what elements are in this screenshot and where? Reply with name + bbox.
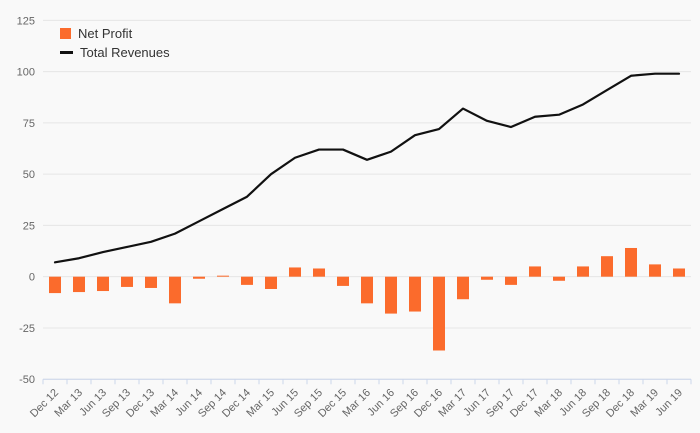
y-axis-label: 0 bbox=[29, 272, 35, 284]
legend-item-total-revenues[interactable]: Total Revenues bbox=[60, 45, 170, 60]
net-profit-bar[interactable] bbox=[241, 276, 253, 285]
net-profit-bar[interactable] bbox=[649, 264, 661, 277]
net-profit-bar[interactable] bbox=[409, 276, 421, 312]
net-profit-bar[interactable] bbox=[457, 276, 469, 300]
legend-label-total-revenues: Total Revenues bbox=[80, 45, 170, 60]
net-profit-bar[interactable] bbox=[193, 276, 205, 279]
total-revenues-line[interactable] bbox=[53, 72, 681, 264]
net-profit-bar[interactable] bbox=[481, 276, 493, 280]
legend-label-net-profit: Net Profit bbox=[78, 26, 133, 41]
net-profit-bar[interactable] bbox=[121, 276, 133, 287]
net-profit-bar[interactable] bbox=[289, 267, 301, 277]
x-axis-label: Jun 19 bbox=[653, 387, 685, 419]
y-axis-label: -50 bbox=[19, 374, 35, 386]
total-revenues-swatch-icon bbox=[60, 51, 73, 54]
net-profit-bar[interactable] bbox=[97, 276, 109, 292]
net-profit-bar[interactable] bbox=[601, 256, 613, 277]
chart-legend: Net Profit Total Revenues bbox=[60, 26, 170, 60]
net-profit-bar[interactable] bbox=[361, 276, 373, 304]
y-axis-label: 50 bbox=[23, 169, 35, 181]
legend-item-net-profit[interactable]: Net Profit bbox=[60, 26, 170, 41]
y-axis-label: 100 bbox=[17, 67, 35, 79]
net-profit-bar[interactable] bbox=[169, 276, 181, 304]
net-profit-bar[interactable] bbox=[553, 276, 565, 281]
net-profit-bar[interactable] bbox=[505, 276, 517, 285]
net-profit-swatch-icon bbox=[60, 28, 71, 39]
net-profit-bar[interactable] bbox=[265, 276, 277, 289]
net-profit-bar[interactable] bbox=[73, 276, 85, 293]
net-profit-bar[interactable] bbox=[337, 276, 349, 286]
net-profit-bar[interactable] bbox=[577, 266, 589, 277]
net-profit-bar[interactable] bbox=[217, 275, 229, 277]
net-profit-bar[interactable] bbox=[313, 268, 325, 277]
y-axis-label: 75 bbox=[23, 118, 35, 130]
net-profit-bar[interactable] bbox=[673, 268, 685, 277]
y-axis-label: 25 bbox=[23, 220, 35, 232]
y-axis-label: 125 bbox=[17, 15, 35, 27]
y-axis-label: -25 bbox=[19, 323, 35, 335]
net-profit-bar[interactable] bbox=[385, 276, 397, 314]
net-profit-bar[interactable] bbox=[529, 266, 541, 277]
net-profit-bar[interactable] bbox=[49, 276, 61, 294]
net-profit-bar[interactable] bbox=[625, 247, 637, 277]
net-profit-bar[interactable] bbox=[433, 276, 445, 351]
net-profit-bar[interactable] bbox=[145, 276, 157, 288]
